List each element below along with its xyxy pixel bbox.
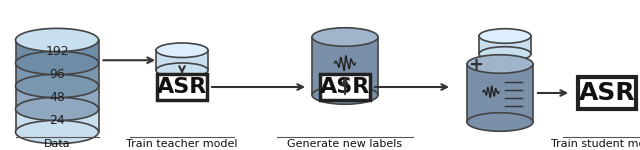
- Ellipse shape: [467, 113, 533, 131]
- Ellipse shape: [312, 86, 378, 104]
- Text: ASR: ASR: [157, 77, 207, 97]
- Ellipse shape: [467, 55, 533, 73]
- FancyBboxPatch shape: [578, 77, 636, 109]
- Polygon shape: [479, 36, 531, 54]
- Ellipse shape: [15, 97, 99, 121]
- Text: ASR: ASR: [579, 81, 636, 105]
- Text: Train student model: Train student model: [551, 139, 640, 149]
- Text: ASR: ASR: [320, 77, 370, 97]
- FancyBboxPatch shape: [320, 74, 370, 100]
- Ellipse shape: [15, 51, 99, 75]
- Ellipse shape: [15, 120, 99, 144]
- Ellipse shape: [479, 29, 531, 43]
- Text: 96: 96: [49, 68, 65, 81]
- Text: 192: 192: [45, 45, 69, 58]
- Text: Generate new labels: Generate new labels: [287, 139, 403, 149]
- Text: 24: 24: [49, 114, 65, 127]
- Ellipse shape: [479, 47, 531, 61]
- Polygon shape: [15, 109, 99, 132]
- Polygon shape: [15, 86, 99, 109]
- FancyBboxPatch shape: [157, 74, 207, 100]
- Polygon shape: [15, 40, 99, 63]
- Text: Data: Data: [44, 139, 70, 149]
- Text: +: +: [468, 56, 483, 74]
- Ellipse shape: [156, 43, 208, 57]
- Ellipse shape: [15, 28, 99, 52]
- Text: 48: 48: [49, 91, 65, 104]
- Text: Train teacher model: Train teacher model: [126, 139, 237, 149]
- Ellipse shape: [156, 63, 208, 78]
- Polygon shape: [467, 64, 533, 122]
- Polygon shape: [15, 63, 99, 86]
- Polygon shape: [312, 37, 378, 95]
- Polygon shape: [156, 50, 208, 70]
- Ellipse shape: [312, 28, 378, 46]
- Ellipse shape: [15, 74, 99, 98]
